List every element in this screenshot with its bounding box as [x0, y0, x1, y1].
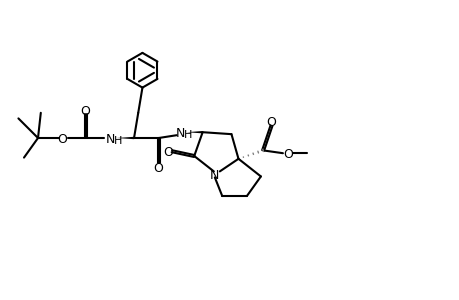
Text: H: H	[184, 130, 192, 140]
Text: O: O	[266, 116, 276, 129]
Text: O: O	[282, 148, 292, 161]
Text: O: O	[153, 162, 163, 175]
Polygon shape	[116, 137, 134, 139]
Text: N: N	[176, 127, 185, 140]
Text: H: H	[113, 136, 122, 146]
Text: O: O	[57, 133, 67, 146]
Text: O: O	[80, 105, 90, 118]
Text: N: N	[106, 133, 115, 146]
Polygon shape	[186, 131, 202, 134]
Text: N: N	[209, 169, 218, 182]
Text: O: O	[162, 146, 173, 159]
